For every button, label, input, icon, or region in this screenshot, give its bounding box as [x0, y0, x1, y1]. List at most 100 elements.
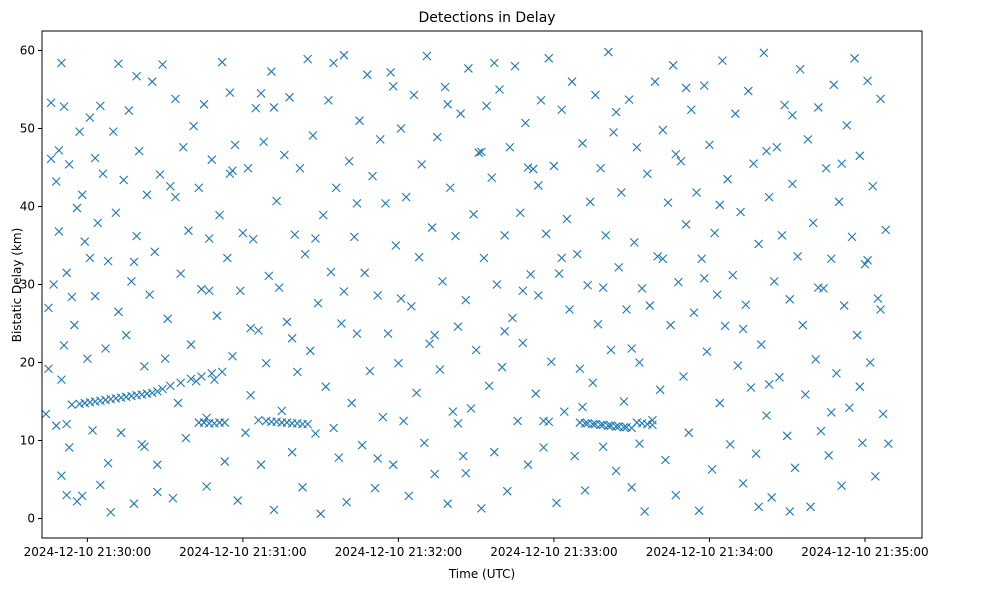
data-point-x-marker — [471, 345, 481, 355]
data-point-x-marker — [736, 207, 745, 217]
x-tick-label: 2024-12-10 21:31:00 — [179, 545, 306, 559]
data-point-x-marker — [409, 90, 419, 100]
data-point-x-marker — [826, 254, 836, 264]
data-point-x-marker — [373, 454, 383, 463]
data-point-x-marker — [785, 294, 795, 304]
data-point-x-marker — [254, 326, 263, 335]
data-point-x-marker — [489, 447, 499, 457]
data-point-x-marker — [671, 490, 681, 500]
data-point-x-marker — [663, 198, 673, 207]
data-point-x-marker — [544, 53, 554, 63]
data-point-x-marker — [487, 173, 497, 183]
data-point-x-marker — [171, 94, 180, 104]
data-points — [41, 47, 893, 519]
data-point-x-marker — [611, 107, 621, 117]
data-point-x-marker — [352, 329, 362, 339]
data-point-x-marker — [839, 301, 849, 310]
data-point-x-marker — [311, 429, 320, 438]
data-point-x-marker — [386, 67, 396, 77]
data-point-x-marker — [878, 409, 888, 419]
data-point-x-marker — [261, 358, 271, 368]
data-point-x-marker — [484, 381, 494, 391]
data-point-x-marker — [186, 340, 196, 349]
data-point-x-marker — [121, 330, 131, 340]
data-point-x-marker — [502, 486, 512, 496]
data-point-x-marker — [342, 497, 351, 507]
data-point-x-marker — [287, 333, 297, 343]
data-point-x-marker — [686, 105, 696, 115]
data-point-x-marker — [378, 412, 388, 422]
data-point-x-marker — [394, 358, 403, 368]
data-point-x-marker — [173, 398, 183, 408]
data-point-x-marker — [842, 120, 852, 130]
data-point-x-marker — [370, 483, 380, 493]
data-point-x-marker — [339, 287, 349, 296]
data-point-x-marker — [178, 142, 188, 152]
data-point-x-marker — [865, 358, 875, 367]
data-point-x-marker — [476, 503, 486, 513]
data-point-x-marker — [777, 230, 787, 240]
data-point-x-marker — [461, 468, 471, 478]
data-point-x-marker — [365, 366, 375, 376]
data-point-x-marker — [238, 228, 248, 238]
data-point-x-marker — [62, 490, 72, 500]
data-point-x-marker — [469, 209, 478, 219]
data-point-x-marker — [533, 291, 543, 300]
data-point-x-marker — [868, 181, 878, 191]
data-point-x-marker — [598, 283, 608, 293]
data-point-x-marker — [241, 428, 250, 438]
data-point-x-marker — [303, 419, 313, 429]
data-point-x-marker — [54, 227, 64, 236]
data-point-x-marker — [653, 252, 663, 261]
data-point-x-marker — [103, 458, 113, 468]
data-point-x-marker — [209, 375, 219, 385]
data-point-x-marker — [741, 300, 751, 310]
data-point-x-marker — [541, 229, 551, 239]
data-point-x-marker — [114, 59, 123, 69]
data-point-x-marker — [347, 398, 357, 408]
data-point-x-marker — [676, 156, 686, 166]
data-point-x-marker — [772, 142, 782, 152]
data-point-x-marker — [132, 71, 141, 81]
data-point-x-marker — [139, 442, 149, 452]
data-point-x-marker — [165, 181, 175, 191]
data-point-x-marker — [336, 319, 346, 328]
data-point-x-marker — [523, 163, 533, 172]
data-point-x-marker — [287, 447, 297, 457]
data-point-x-marker — [59, 102, 69, 112]
data-point-x-marker — [119, 175, 129, 185]
data-point-x-marker — [845, 403, 854, 413]
data-point-x-marker — [562, 214, 572, 224]
data-point-x-marker — [769, 276, 779, 286]
data-point-x-marker — [77, 491, 87, 501]
data-point-x-marker — [788, 179, 797, 189]
data-point-x-marker — [528, 164, 538, 174]
data-point-x-marker — [191, 376, 201, 386]
data-point-x-marker — [583, 280, 593, 290]
data-point-x-marker — [476, 147, 486, 157]
data-point-x-marker — [248, 234, 258, 244]
data-point-x-marker — [147, 77, 157, 87]
data-point-x-marker — [720, 321, 730, 331]
data-point-x-marker — [438, 276, 447, 286]
data-point-x-marker — [453, 322, 463, 332]
data-point-x-marker — [41, 409, 51, 419]
data-point-x-marker — [152, 460, 162, 470]
data-point-x-marker — [57, 375, 66, 385]
data-point-x-marker — [189, 121, 199, 131]
data-point-x-marker — [738, 479, 748, 488]
data-point-x-marker — [269, 505, 279, 515]
data-point-x-marker — [648, 415, 657, 425]
data-point-x-marker — [603, 421, 613, 431]
chart-title: Detections in Delay — [418, 10, 555, 26]
data-point-x-marker — [738, 324, 748, 334]
data-point-x-marker — [305, 346, 315, 356]
data-point-x-marker — [399, 416, 408, 426]
data-point-x-marker — [533, 181, 543, 190]
data-point-x-marker — [847, 232, 857, 242]
data-point-x-marker — [355, 116, 364, 126]
data-point-x-marker — [414, 252, 424, 262]
data-point-x-marker — [622, 305, 631, 314]
data-point-x-marker — [324, 96, 333, 105]
data-point-x-marker — [479, 253, 489, 263]
